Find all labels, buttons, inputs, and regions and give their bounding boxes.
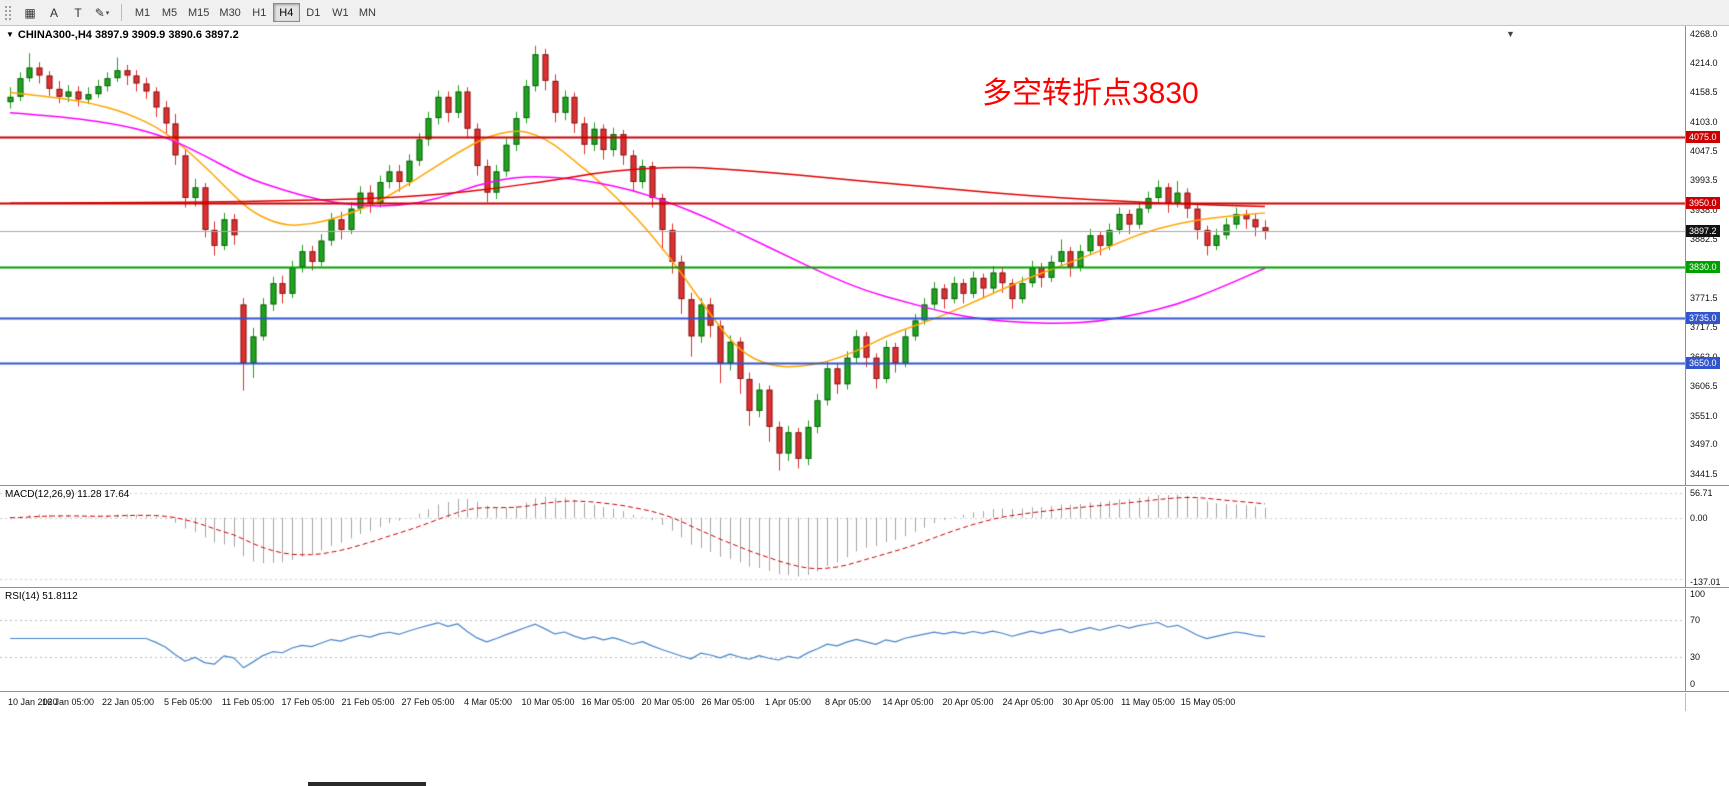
timeframe-button-d1[interactable]: D1 xyxy=(300,3,327,22)
rsi-panel: RSI(14) 51.8112 100 70 30 0 xyxy=(0,589,1729,692)
timeframe-button-m1[interactable]: M1 xyxy=(129,3,156,22)
chart-ohlc-values: 3897.9 3909.9 3890.6 3897.2 xyxy=(94,29,239,41)
one-click-trading-icon[interactable]: ▼ xyxy=(6,30,14,39)
rsi-axis[interactable]: 100 70 30 0 xyxy=(1685,589,1729,691)
price-tag-3830.0: 3830.0 xyxy=(1686,261,1720,274)
time-axis-label: 14 Apr 05:00 xyxy=(882,697,934,707)
price-axis-label: 4047.5 xyxy=(1690,146,1718,157)
price-axis-label: 3551.0 xyxy=(1690,410,1718,421)
time-axis-label: 10 Jan 2020 xyxy=(8,697,58,707)
price-axis-label: 3938.0 xyxy=(1690,204,1718,215)
timeframe-button-mn[interactable]: MN xyxy=(354,3,381,22)
chart-symbol-label: CHINA300-,H4 xyxy=(17,29,92,41)
caret-down-icon: ▾ xyxy=(105,9,110,17)
rsi-canvas[interactable] xyxy=(0,589,1685,692)
time-axis-label: 20 Apr 05:00 xyxy=(942,697,994,707)
rsi-title: RSI(14) 51.8112 xyxy=(5,591,78,602)
time-axis-label: 5 Feb 05:00 xyxy=(163,697,213,707)
price-axis-label: 3662.0 xyxy=(1690,352,1718,362)
cursor-tool-button[interactable]: A xyxy=(42,2,66,23)
macd-panel: MACD(12,26,9) 11.28 17.64 56.71 0.00 -137.… xyxy=(0,487,1729,588)
price-axis-label: 3717.5 xyxy=(1690,322,1718,333)
macd-canvas[interactable] xyxy=(0,487,1685,588)
time-axis-label: 27 Feb 05:00 xyxy=(401,697,455,707)
timeframe-button-h4[interactable]: H4 xyxy=(272,3,300,22)
chart-title: ▼ CHINA300-,H4 3897.9 3909.9 3890.6 3897.… xyxy=(6,29,239,41)
time-axis-label: 20 Mar 05:00 xyxy=(641,697,695,707)
rsi-value-label: 51.8112 xyxy=(42,591,78,602)
timeframe-group: M1 M5 M15 M30 H1 H4 D1 W1 MN xyxy=(129,3,381,22)
macd-axis-label: -137.01 xyxy=(1690,577,1721,587)
horizontal-scrollbar-thumb[interactable] xyxy=(308,782,426,786)
rsi-axis-label: 0 xyxy=(1690,679,1696,689)
price-axis[interactable]: 4268.0 4214.0 4158.5 4103.0 4047.5 3993.5 3938… xyxy=(1685,26,1729,485)
price-axis-label: 3606.5 xyxy=(1690,381,1718,392)
text-tool-button[interactable]: T xyxy=(66,2,90,23)
price-axis-label: 4158.5 xyxy=(1690,87,1718,98)
rsi-axis-label: 30 xyxy=(1690,651,1701,662)
macd-axis[interactable]: 56.71 0.00 -137.01 xyxy=(1685,487,1729,587)
time-axis-label: 30 Apr 05:00 xyxy=(1062,697,1114,707)
timeframe-button-m15[interactable]: M15 xyxy=(183,3,214,22)
macd-values-label: 11.28 17.64 xyxy=(77,489,130,500)
timeframe-button-m30[interactable]: M30 xyxy=(214,3,245,22)
time-axis-label: 16 Jan 05:00 xyxy=(41,697,95,707)
toolbar-grip[interactable] xyxy=(4,4,12,21)
current-price-tag: 3897.2 xyxy=(1686,225,1720,238)
time-axis[interactable]: 10 Jan 2020 16 Jan 05:00 22 Jan 05:00 5 Feb… xyxy=(0,693,1729,711)
price-tag-3650.0: 3650.0 xyxy=(1686,357,1720,369)
price-axis-label: 3771.5 xyxy=(1690,293,1718,304)
price-axis-label: 4214.0 xyxy=(1690,57,1718,68)
axis-corner-divider xyxy=(1685,693,1686,711)
timeframe-button-h1[interactable]: H1 xyxy=(246,3,273,22)
price-tag-3735.0: 3735.0 xyxy=(1686,311,1720,324)
toolbar-separator xyxy=(121,4,122,21)
time-axis-label: 8 Apr 05:00 xyxy=(824,697,872,707)
time-axis-label: 16 Mar 05:00 xyxy=(581,697,635,707)
timeframe-button-m5[interactable]: M5 xyxy=(156,3,183,22)
time-axis-label: 10 Mar 05:00 xyxy=(521,697,575,707)
chart-shift-marker-icon[interactable]: ▼ xyxy=(1506,29,1515,39)
price-axis-label: 4268.0 xyxy=(1690,29,1718,39)
grid-tool-button[interactable]: ▦ xyxy=(18,2,42,23)
macd-title: MACD(12,26,9) 11.28 17.64 xyxy=(5,489,129,500)
draw-tool-button[interactable]: ✎ ▾ xyxy=(90,2,114,23)
toolbar: ▦ A T ✎ ▾ M1 M5 M15 M30 H1 H4 D1 W1 MN xyxy=(0,0,1729,26)
price-axis-label: 3993.5 xyxy=(1690,175,1718,186)
time-axis-label: 4 Mar 05:00 xyxy=(463,697,513,707)
time-axis-label: 24 Apr 05:00 xyxy=(1002,697,1054,707)
time-axis-label: 21 Feb 05:00 xyxy=(341,697,395,707)
price-axis-label: 3882.5 xyxy=(1690,234,1718,245)
macd-axis-label: 56.71 xyxy=(1690,488,1713,498)
chart-area: ▼ CHINA300-,H4 3897.9 3909.9 3890.6 3897.… xyxy=(0,26,1729,786)
time-axis-label: 22 Jan 05:00 xyxy=(101,697,155,707)
cursor-tool-icon: A xyxy=(49,5,58,20)
timeframe-button-w1[interactable]: W1 xyxy=(327,3,354,22)
price-chart-canvas[interactable] xyxy=(0,26,1685,486)
price-tag-4075.0: 4075.0 xyxy=(1686,130,1720,143)
price-axis-label: 4103.0 xyxy=(1690,116,1718,127)
time-axis-label: 17 Feb 05:00 xyxy=(281,697,335,707)
tool-group: ▦ A T ✎ ▾ xyxy=(18,2,114,23)
price-tag-3950.0: 3950.0 xyxy=(1686,197,1720,210)
rsi-axis-label: 100 xyxy=(1690,589,1706,599)
time-axis-label: 11 May 05:00 xyxy=(1121,697,1175,707)
macd-axis-label: 0.00 xyxy=(1690,512,1708,523)
price-panel: ▼ CHINA300-,H4 3897.9 3909.9 3890.6 3897.… xyxy=(0,26,1729,486)
grid-tool-icon: ▦ xyxy=(24,5,36,20)
time-axis-label: 11 Feb 05:00 xyxy=(221,697,275,707)
rsi-name-label: RSI(14) xyxy=(5,591,40,602)
draw-tool-icon: ✎ xyxy=(94,5,105,20)
time-axis-label: 15 May 05:00 xyxy=(1180,697,1236,707)
time-axis-label: 26 Mar 05:00 xyxy=(701,697,755,707)
rsi-axis-label: 70 xyxy=(1690,615,1701,626)
annotation-text: 多空转折点3830 xyxy=(982,77,1199,110)
price-axis-label: 3497.0 xyxy=(1690,439,1718,450)
text-tool-icon: T xyxy=(74,5,82,20)
macd-name-label: MACD(12,26,9) xyxy=(5,489,75,500)
time-axis-label: 1 Apr 05:00 xyxy=(764,697,812,707)
price-axis-label: 3441.5 xyxy=(1690,469,1718,479)
